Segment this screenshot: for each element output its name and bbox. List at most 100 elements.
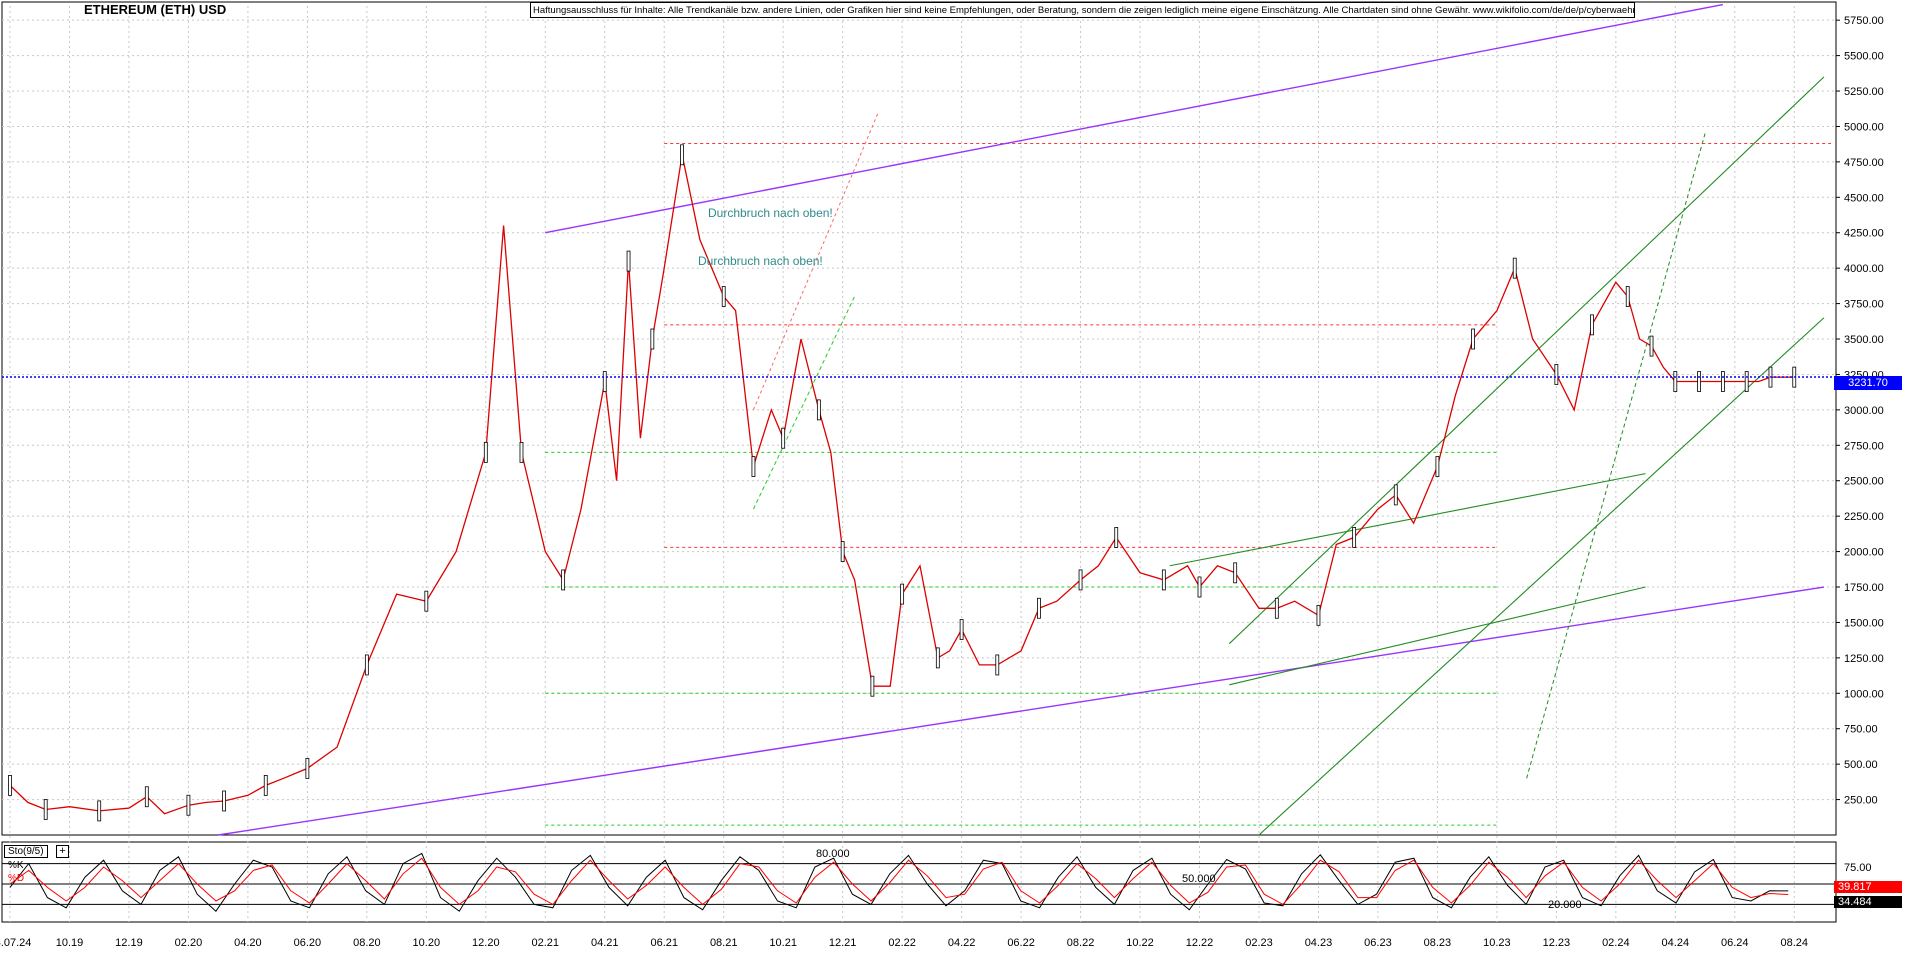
indicator-name[interactable]: Sto(9/5): [4, 845, 48, 858]
x-tick-label: 02.22: [888, 937, 916, 948]
y-tick-label: 1000.00: [1844, 688, 1884, 700]
x-tick-label: 10.19: [56, 937, 84, 948]
y-tick-label: 3500.00: [1844, 334, 1884, 346]
trend-line: [1228, 76, 1825, 645]
y-tick-label: 4250.00: [1844, 228, 1884, 240]
price-candle: [1744, 371, 1749, 392]
x-tick-label: 08.22: [1067, 937, 1095, 948]
stochastic-d-line: [9, 857, 1789, 906]
price-candle: [1471, 328, 1475, 350]
price-candle: [602, 371, 607, 392]
x-tick-label: 10.21: [769, 937, 797, 948]
chart-title: ETHEREUM (ETH) USD: [84, 2, 227, 17]
x-tick-label: 08.23: [1424, 937, 1452, 948]
price-candle: [1435, 456, 1440, 477]
price-candle: [263, 775, 268, 796]
price-candle: [995, 654, 1000, 676]
annotation-breakout-2: Durchbruch nach oben!: [698, 254, 823, 268]
price-candle: [483, 441, 488, 463]
y-tick-label: 1250.00: [1844, 653, 1884, 665]
x-tick-label: 04.23: [1305, 937, 1333, 948]
x-tick-label: 06.22: [1007, 937, 1035, 948]
price-candle: [959, 619, 964, 640]
price-candle: [816, 399, 821, 421]
y-tick-label: 5750.00: [1844, 15, 1884, 27]
price-candle: [561, 569, 566, 591]
price-candle: [43, 799, 48, 820]
x-tick-label: 04.20: [234, 937, 262, 948]
y-tick-label: 3750.00: [1844, 299, 1884, 311]
price-candle: [1078, 569, 1083, 591]
y-tick-label: 2250.00: [1844, 511, 1884, 523]
price-candle: [222, 790, 227, 812]
x-tick-label: 08.21: [710, 937, 738, 948]
price-candle: [1274, 597, 1279, 619]
x-tick-label: 08.24: [1780, 937, 1808, 948]
price-candle: [186, 794, 191, 816]
price-candle: [650, 328, 655, 350]
price-candle: [144, 786, 149, 808]
x-tick-label: 02.23: [1245, 937, 1273, 948]
x-tick-label: 04.24: [1662, 937, 1690, 948]
y-tick-label: 2500.00: [1844, 476, 1884, 488]
d-value-tag: 34.484: [1834, 896, 1902, 908]
price-candle: [1161, 569, 1166, 591]
trend-line: [1169, 473, 1646, 567]
y-tick-label: 4500.00: [1844, 192, 1884, 204]
price-candle: [1233, 562, 1238, 584]
trend-line: [1258, 317, 1825, 836]
price-candle: [424, 590, 429, 612]
trend-line-dashed: [752, 296, 856, 510]
y-tick-label: 3000.00: [1844, 405, 1884, 417]
y-tick-label: 2750.00: [1844, 440, 1884, 452]
price-candle: [1590, 314, 1594, 336]
price-candle: [1512, 257, 1517, 279]
price-candle: [97, 800, 102, 822]
y-tick-label: 250.00: [1844, 795, 1878, 807]
stochastic-k-line: [9, 852, 1789, 912]
trend-line: [1229, 586, 1646, 686]
price-candle: [870, 675, 875, 697]
price-candle: [626, 250, 631, 272]
y-tick-label: 4000.00: [1844, 263, 1884, 275]
y-tick-label: 2000.00: [1844, 547, 1884, 559]
x-tick-label: 04.21: [591, 937, 619, 948]
x-tick-label: 12.23: [1543, 937, 1571, 948]
add-indicator-button[interactable]: +: [56, 845, 69, 858]
x-tick-label: 06.23: [1364, 937, 1392, 948]
x-tick-label: 06.24: [1721, 937, 1749, 948]
x-tick-label: 10.23: [1483, 937, 1511, 948]
price-candle: [751, 456, 756, 477]
x-tick-label: 12.21: [829, 937, 857, 948]
price-candle: [1197, 576, 1202, 598]
price-candle: [1697, 371, 1702, 392]
price-candle: [519, 441, 524, 463]
x-tick-label: 10.20: [413, 937, 441, 948]
price-candle: [680, 144, 684, 166]
price-candle: [364, 654, 369, 676]
x-tick-label: 02.21: [532, 937, 560, 948]
d-legend: %D: [8, 873, 25, 884]
y-tick-label: 5500.00: [1844, 51, 1884, 63]
disclaimer-box: Haftungsausschluss für Inhalte: Alle Tre…: [530, 2, 1635, 18]
price-candle: [1554, 364, 1559, 385]
x-tick-label: 04.07.24: [0, 937, 31, 948]
channel-lower-line: [218, 586, 1825, 836]
x-tick-label: 06.21: [650, 937, 678, 948]
level-50-label: 50.000: [1182, 873, 1216, 885]
price-candle: [1114, 527, 1119, 548]
price-series-line: [9, 154, 1795, 815]
price-candle: [1720, 371, 1725, 392]
price-candle: [781, 427, 786, 449]
x-tick-label: 12.22: [1186, 937, 1214, 948]
price-candle: [935, 647, 940, 669]
k-value-tag: 39.817: [1834, 881, 1902, 893]
y-tick-label: 5250.00: [1844, 86, 1884, 98]
price-candle: [1649, 335, 1654, 357]
price-candle: [1037, 597, 1041, 619]
price-candle: [1625, 286, 1630, 307]
price-candle: [8, 775, 12, 796]
x-tick-label: 10.22: [1126, 937, 1154, 948]
